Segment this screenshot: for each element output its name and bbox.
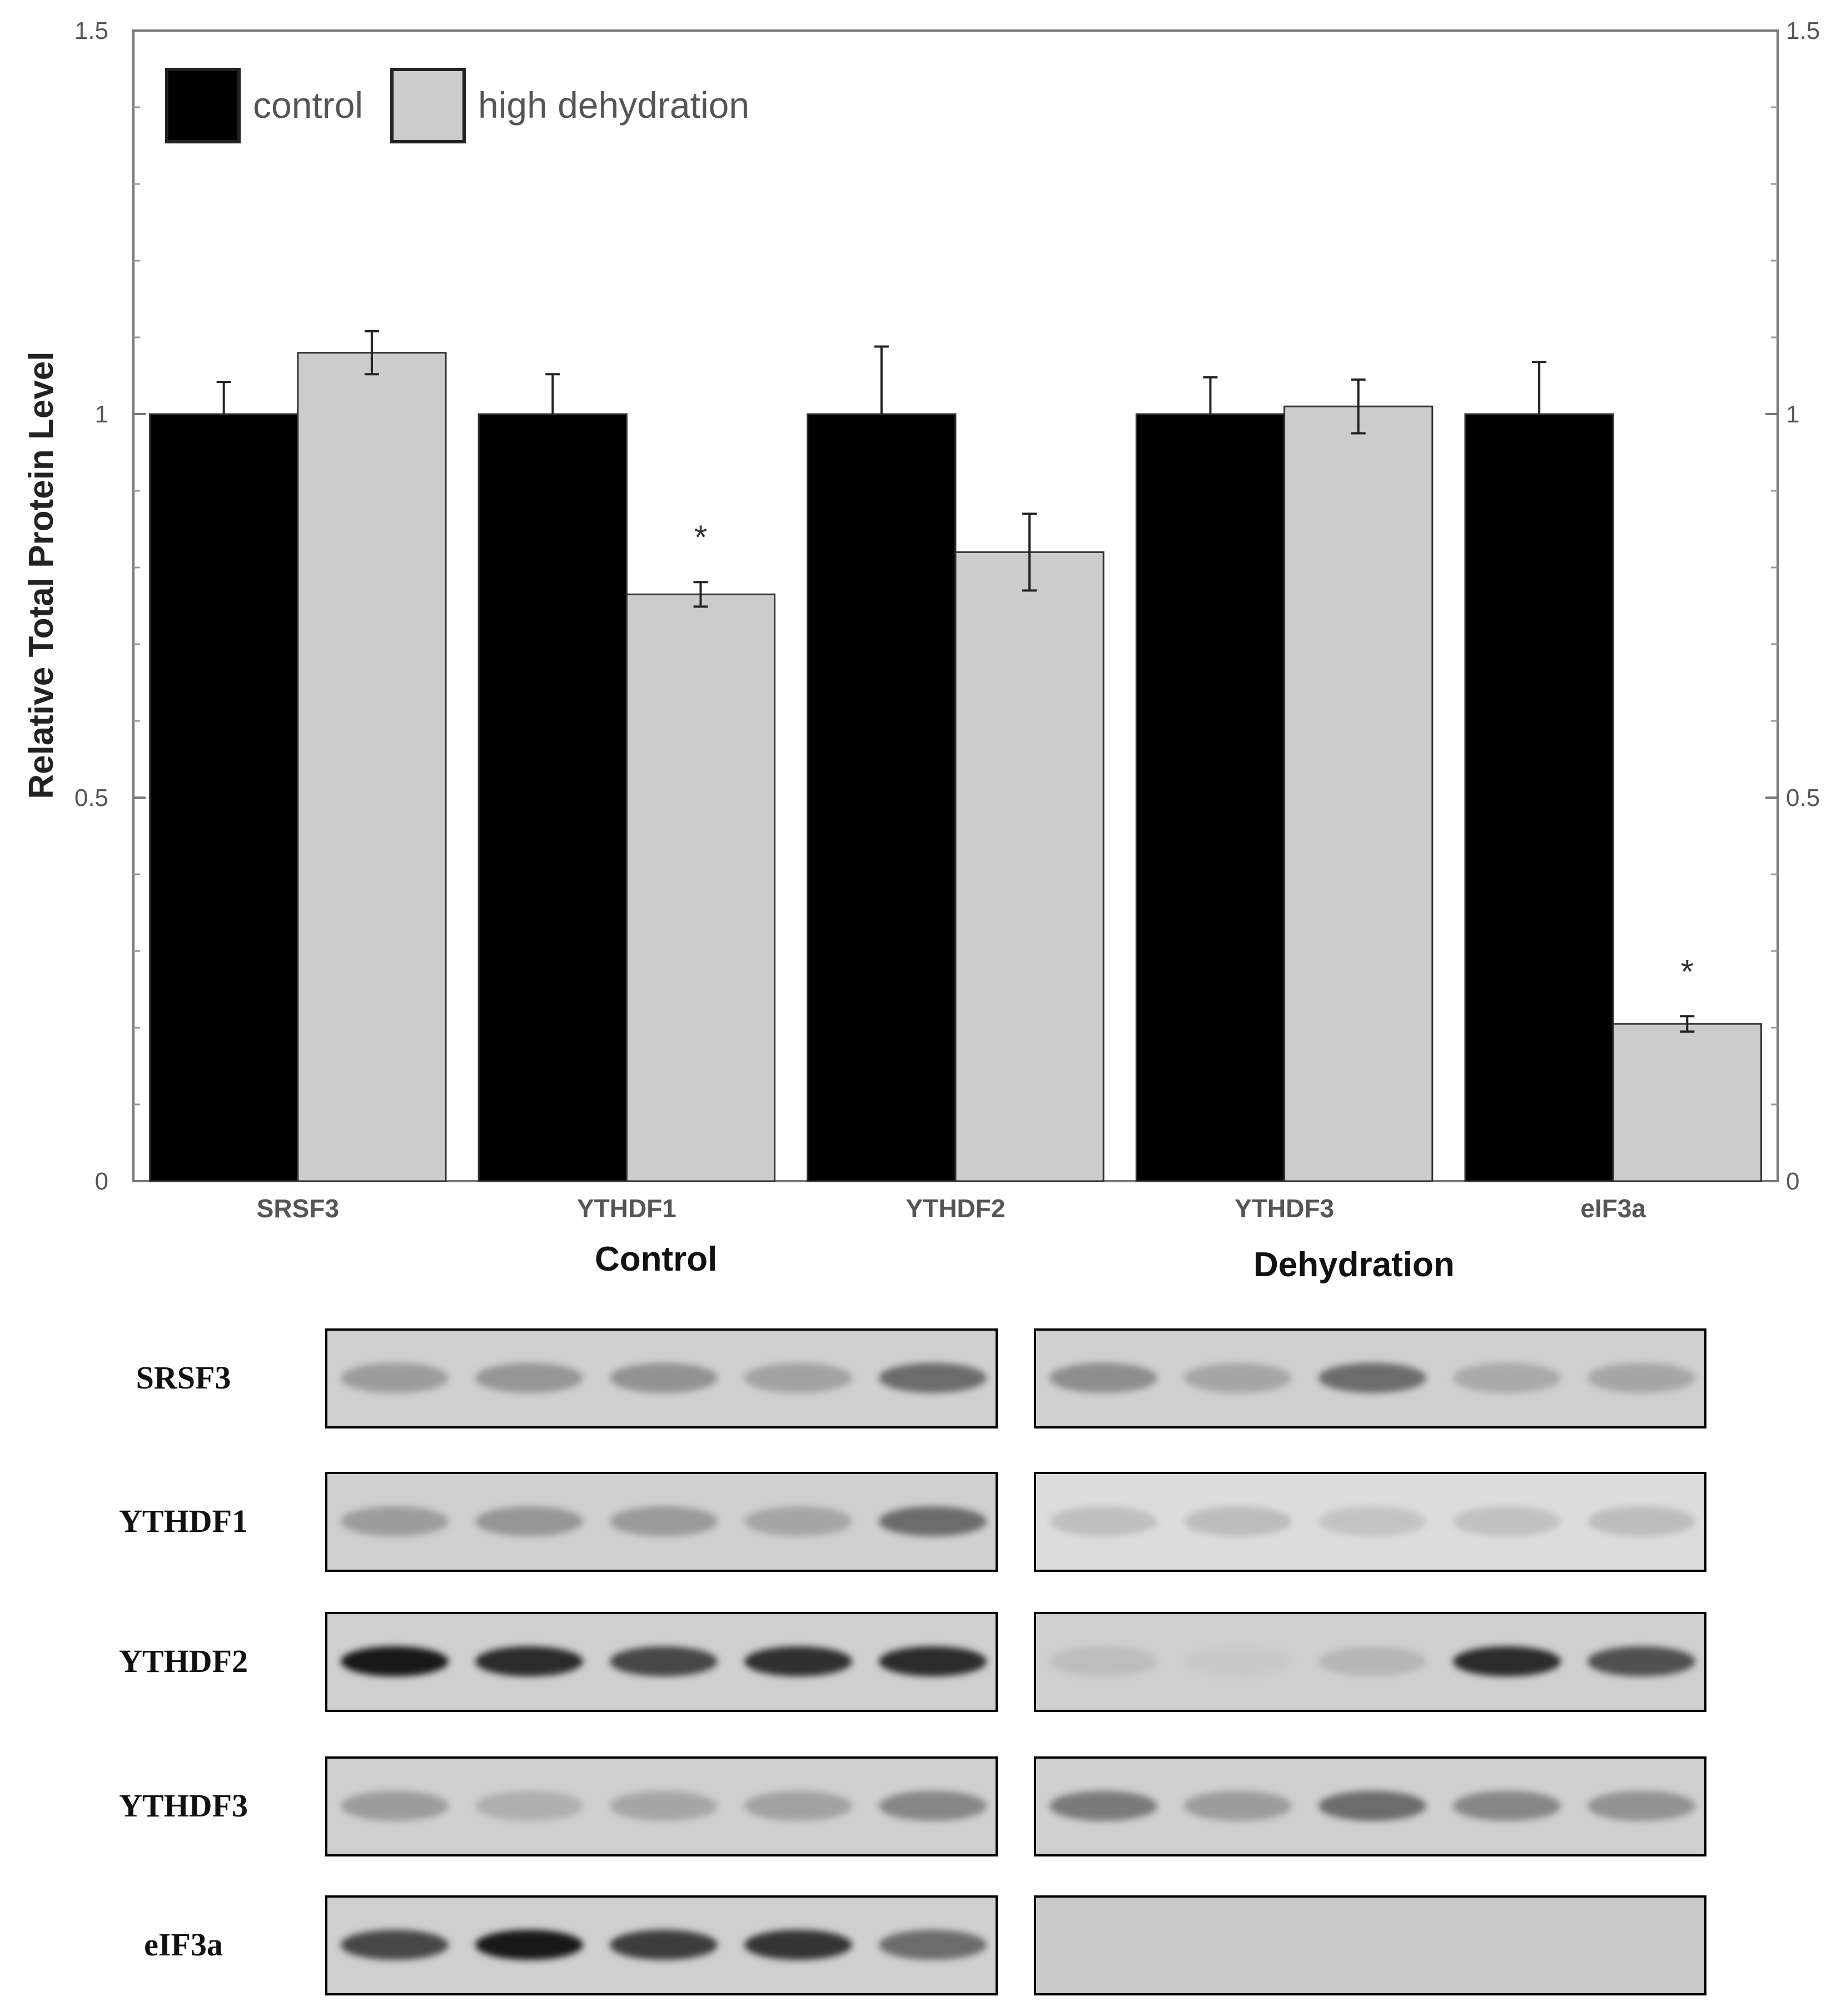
y-tick-label-right: 1.5 xyxy=(1786,17,1820,44)
bar-YTHDF3-control xyxy=(1135,413,1286,1182)
y-tick-label-left: 1.5 xyxy=(74,17,108,44)
blot-band xyxy=(341,1506,449,1536)
blot-band xyxy=(1049,1790,1157,1821)
bar-YTHDF2-control xyxy=(807,413,957,1182)
y-axis-label: Relative Total Protein Level xyxy=(22,351,61,799)
bar-SRSF3-control xyxy=(149,413,299,1182)
blot-band xyxy=(879,1506,987,1536)
blot-band xyxy=(475,1929,583,1960)
error-bars-group xyxy=(216,330,1695,1033)
blot-band xyxy=(879,1646,987,1676)
blot-panel-YTHDF2-dehydration xyxy=(1034,1612,1706,1712)
blot-band xyxy=(879,1790,987,1821)
blot-band xyxy=(1588,1790,1695,1821)
bar-YTHDF3-high-dehydration xyxy=(1283,405,1434,1182)
legend-swatch-high-dehydration xyxy=(390,68,466,143)
category-label-YTHDF3: YTHDF3 xyxy=(1235,1194,1334,1223)
blot-panel-eIF3a-control xyxy=(325,1895,998,1995)
blot-band xyxy=(475,1790,583,1821)
y-tick-label-left: 0 xyxy=(95,1168,108,1195)
blot-panel-YTHDF1-dehydration xyxy=(1034,1472,1706,1572)
blot-band xyxy=(744,1790,852,1821)
category-label-YTHDF2: YTHDF2 xyxy=(906,1194,1006,1223)
blot-band xyxy=(1453,1790,1561,1821)
blot-band xyxy=(744,1362,852,1393)
blot-band xyxy=(1453,1362,1561,1393)
legend-label-control: control xyxy=(253,84,363,126)
axis-ticks-group: 0 0 0.5 0.5 1 1 1.5 1.5 xyxy=(74,17,1820,1195)
significance-group: ** xyxy=(694,519,1694,990)
bar-SRSF3-high-dehydration xyxy=(297,352,447,1182)
category-labels-group: SRSF3 YTHDF1 YTHDF2 YTHDF3 eIF3a xyxy=(257,1194,1646,1223)
blot-band xyxy=(1318,1790,1426,1821)
blot-band xyxy=(341,1790,449,1821)
blot-panel-YTHDF3-control xyxy=(325,1756,998,1856)
blot-band xyxy=(610,1362,718,1393)
blot-band xyxy=(744,1506,852,1536)
blot-panel-YTHDF3-dehydration xyxy=(1034,1756,1706,1856)
blot-group-label-dehydration: Dehydration xyxy=(1253,1246,1455,1284)
blot-band xyxy=(879,1362,987,1393)
category-label-eIF3a: eIF3a xyxy=(1580,1194,1646,1223)
bar-eIF3a-high-dehydration xyxy=(1612,1023,1762,1182)
blot-panel-SRSF3-control xyxy=(325,1328,998,1428)
legend-label-high-dehydration: high dehydration xyxy=(478,84,749,126)
blot-protein-label-eIF3a: eIF3a xyxy=(144,1927,223,1963)
bar-eIF3a-control xyxy=(1464,413,1614,1182)
bar-YTHDF2-high-dehydration xyxy=(954,551,1104,1182)
y-tick-label-right: 0.5 xyxy=(1786,784,1820,812)
blot-band xyxy=(1049,1362,1157,1393)
blot-band xyxy=(610,1506,718,1536)
blot-band xyxy=(610,1929,718,1960)
blot-protein-label-YTHDF2: YTHDF2 xyxy=(119,1643,248,1679)
y-tick-label-left: 1 xyxy=(95,401,108,428)
y-tick-label-right: 1 xyxy=(1786,401,1799,428)
blot-band xyxy=(1453,1646,1561,1676)
blot-protein-label-YTHDF1: YTHDF1 xyxy=(119,1503,248,1539)
blot-band xyxy=(1588,1506,1695,1536)
blot-band xyxy=(1318,1506,1426,1536)
bar-YTHDF1-control xyxy=(477,413,628,1182)
y-tick-label-right: 0 xyxy=(1786,1168,1799,1195)
blot-band xyxy=(341,1362,449,1393)
significance-marker: * xyxy=(1681,953,1694,990)
blot-band xyxy=(341,1929,449,1960)
blot-band xyxy=(1184,1506,1292,1536)
category-label-YTHDF1: YTHDF1 xyxy=(577,1194,676,1223)
blot-panel-YTHDF2-control xyxy=(325,1612,998,1712)
blot-band xyxy=(475,1362,583,1393)
blot-band xyxy=(475,1646,583,1676)
category-label-SRSF3: SRSF3 xyxy=(257,1194,339,1223)
blot-band xyxy=(341,1646,449,1676)
blot-band xyxy=(1184,1646,1292,1676)
y-tick-label-left: 0.5 xyxy=(74,784,108,812)
blot-band xyxy=(610,1646,718,1676)
bar-chart: 0 0 0.5 0.5 1 1 1.5 1.5 SRSF3 YTHDF1 YTHDF2 YTHDF3… xyxy=(22,17,1820,1223)
blot-band xyxy=(1184,1362,1292,1393)
bar-YTHDF1-high-dehydration xyxy=(625,593,776,1182)
blot-band xyxy=(744,1646,852,1676)
significance-marker: * xyxy=(694,519,707,556)
blot-protein-label-YTHDF3: YTHDF3 xyxy=(119,1788,248,1824)
blot-band xyxy=(744,1929,852,1960)
blot-band xyxy=(1318,1362,1426,1393)
legend: control high dehydration xyxy=(165,68,749,143)
blot-group-label-control: Control xyxy=(595,1240,718,1278)
blot-band xyxy=(1049,1506,1157,1536)
blot-band xyxy=(879,1929,987,1960)
blot-band xyxy=(475,1506,583,1536)
legend-swatch-control xyxy=(165,68,241,143)
blot-panel-eIF3a-dehydration xyxy=(1034,1895,1706,1995)
blot-band xyxy=(1318,1646,1426,1676)
blot-panel-SRSF3-dehydration xyxy=(1034,1328,1706,1428)
blot-band xyxy=(1184,1790,1292,1821)
blot-band xyxy=(1588,1646,1695,1676)
blot-protein-label-SRSF3: SRSF3 xyxy=(136,1360,231,1396)
blot-panel-YTHDF1-control xyxy=(325,1472,998,1572)
bars-group xyxy=(149,352,1762,1182)
blot-band xyxy=(1453,1506,1561,1536)
blot-band xyxy=(1049,1646,1157,1676)
blot-band xyxy=(1588,1362,1695,1393)
blot-band xyxy=(610,1790,718,1821)
